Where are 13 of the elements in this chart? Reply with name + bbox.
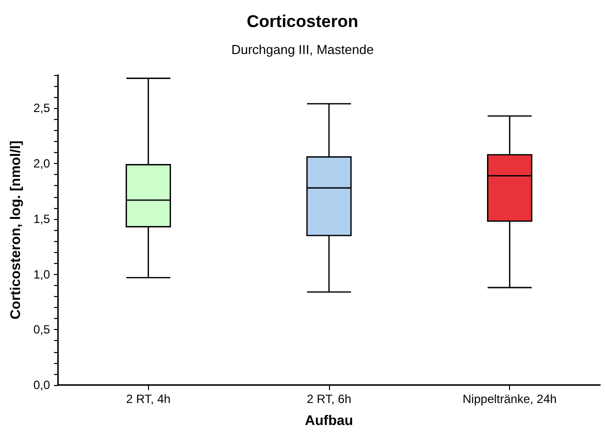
y-tick-label: 0,5 bbox=[33, 322, 50, 337]
y-tick-label: 2,0 bbox=[33, 156, 50, 171]
y-tick-label: 1,5 bbox=[33, 212, 50, 226]
x-axis-title: Aufbau bbox=[304, 412, 354, 428]
x-tick-label: 2 RT, 4h bbox=[126, 392, 171, 406]
x-tick-label: Nippeltränke, 24h bbox=[462, 392, 557, 406]
y-tick-label: 1,0 bbox=[33, 267, 50, 282]
y-tick-label: 0,0 bbox=[33, 378, 50, 392]
x-tick-label: 2 RT, 6h bbox=[306, 392, 352, 406]
y-axis-title: Corticosteron, log. [nmol/l] bbox=[7, 140, 23, 320]
chart-subtitle: Durchgang III, Mastende bbox=[231, 42, 374, 57]
chart-title: Corticosteron bbox=[246, 12, 358, 31]
y-tick-label: 2,5 bbox=[33, 101, 50, 116]
